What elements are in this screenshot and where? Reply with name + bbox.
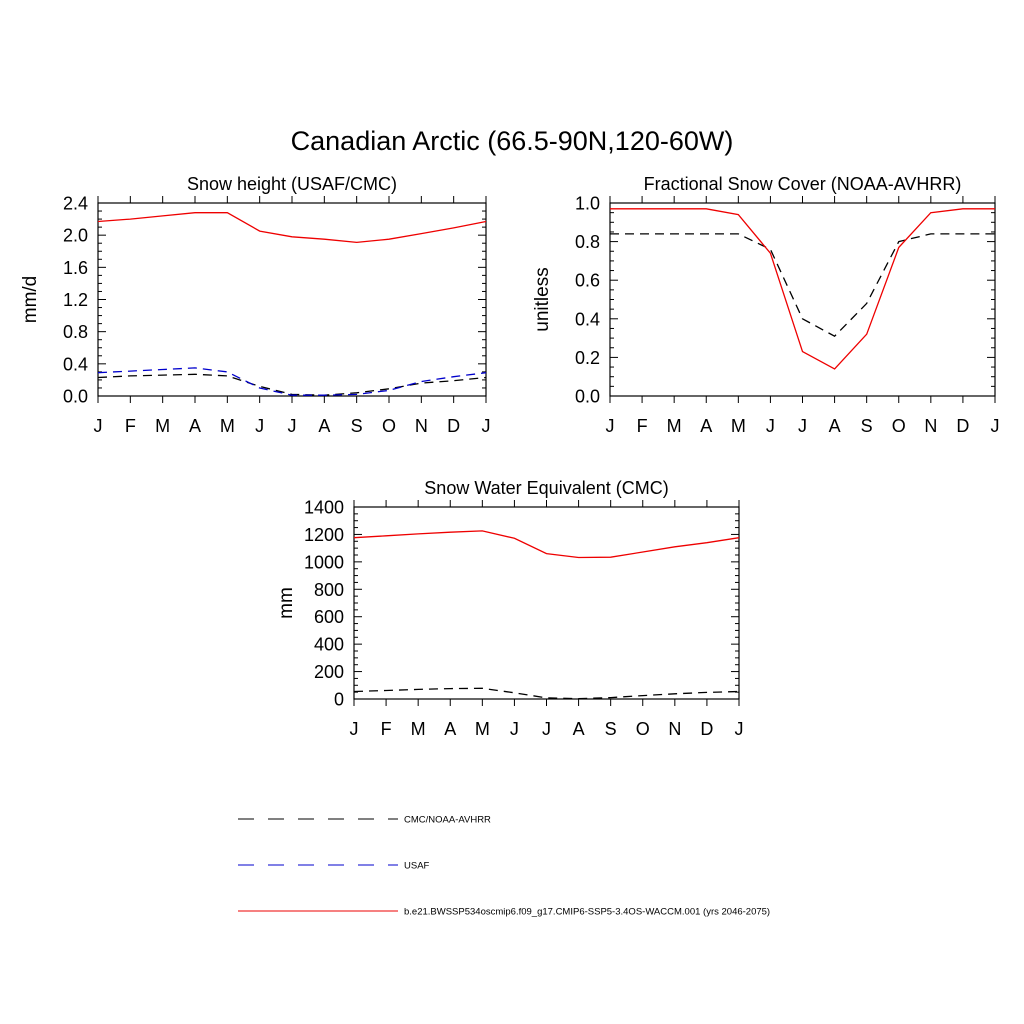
x-tick-label: D bbox=[447, 416, 460, 436]
series-line-2 bbox=[353, 530, 740, 559]
figure-title: Canadian Arctic (66.5-90N,120-60W) bbox=[291, 126, 734, 156]
panels: Snow height (USAF/CMC) mm/d 0.0 0.4 0.8 1.2 1.… bbox=[20, 174, 1000, 739]
x-tick-label: M bbox=[667, 416, 682, 436]
x-tick-label: N bbox=[415, 416, 428, 436]
y-tick-label: 1.2 bbox=[63, 290, 88, 310]
x-tick-label: A bbox=[444, 719, 456, 739]
x-tick-label: A bbox=[829, 416, 841, 436]
series-line-1 bbox=[97, 373, 487, 396]
legend-item: USAF bbox=[238, 861, 430, 872]
x-tick-label: O bbox=[892, 416, 906, 436]
panel-title: Snow Water Equivalent (CMC) bbox=[424, 478, 668, 498]
panel-title: Snow height (USAF/CMC) bbox=[187, 174, 397, 194]
y-axis-label: mm/d bbox=[20, 276, 41, 324]
x-tick-label: A bbox=[318, 416, 330, 436]
y-tick-label: 0.4 bbox=[63, 354, 88, 374]
x-tick-label: J bbox=[542, 719, 551, 739]
plot-frame bbox=[609, 202, 996, 397]
y-tick-label: 0.4 bbox=[575, 309, 600, 329]
y-tick-label: 2.4 bbox=[63, 194, 88, 214]
x-tick-label: D bbox=[700, 719, 713, 739]
x-tick-label: F bbox=[125, 416, 136, 436]
y-tick-label: 0.8 bbox=[63, 322, 88, 342]
x-tick-label: M bbox=[731, 416, 746, 436]
x-tick-label: S bbox=[605, 719, 617, 739]
y-tick-label: 1000 bbox=[304, 552, 344, 572]
x-tick-label: S bbox=[351, 416, 363, 436]
y-axis-label: unitless bbox=[532, 267, 553, 331]
x-tick-label: A bbox=[573, 719, 585, 739]
legend-label: CMC/NOAA-AVHRR bbox=[404, 815, 491, 826]
y-axis-label: mm bbox=[276, 587, 297, 619]
x-tick-label: J bbox=[255, 416, 264, 436]
plot-frame bbox=[353, 506, 740, 700]
x-tick-label: A bbox=[189, 416, 201, 436]
x-tick-label: M bbox=[155, 416, 170, 436]
series-line-2 bbox=[610, 208, 995, 370]
x-tick-label: J bbox=[510, 719, 519, 739]
y-tick-label: 1400 bbox=[304, 498, 344, 518]
legend-item: CMC/NOAA-AVHRR bbox=[238, 815, 491, 826]
x-tick-label: S bbox=[861, 416, 873, 436]
chart-panel-3: Snow Water Equivalent (CMC) mm 0 200 400 600 8… bbox=[276, 478, 744, 739]
series-line-1 bbox=[610, 233, 995, 338]
x-tick-label: A bbox=[700, 416, 712, 436]
y-tick-label: 600 bbox=[314, 607, 344, 627]
x-tick-label: N bbox=[924, 416, 937, 436]
chart-panel-2: Fractional Snow Cover (NOAA-AVHRR) unitle… bbox=[532, 174, 1000, 436]
y-tick-label: 0 bbox=[334, 690, 344, 710]
x-tick-label: N bbox=[668, 719, 681, 739]
series-line-1 bbox=[353, 687, 740, 700]
y-tick-label: 1.0 bbox=[575, 194, 600, 214]
x-tick-label: J bbox=[482, 416, 491, 436]
y-tick-label: 400 bbox=[314, 635, 344, 655]
y-tick-label: 800 bbox=[314, 580, 344, 600]
y-tick-label: 1.6 bbox=[63, 258, 88, 278]
x-tick-label: J bbox=[350, 719, 359, 739]
y-tick-label: 200 bbox=[314, 662, 344, 682]
series-line-2 bbox=[97, 367, 487, 396]
x-tick-label: M bbox=[411, 719, 426, 739]
y-tick-label: 2.0 bbox=[63, 226, 88, 246]
x-tick-label: J bbox=[766, 416, 775, 436]
y-tick-label: 0.2 bbox=[575, 348, 600, 368]
legend-label: b.e21.BWSSP534oscmip6.f09_g17.CMIP6-SSP5… bbox=[404, 907, 770, 918]
legend-item: b.e21.BWSSP534oscmip6.f09_g17.CMIP6-SSP5… bbox=[238, 907, 770, 918]
x-tick-label: O bbox=[636, 719, 650, 739]
x-tick-label: J bbox=[798, 416, 807, 436]
y-tick-label: 1200 bbox=[304, 525, 344, 545]
x-tick-label: F bbox=[637, 416, 648, 436]
legend: CMC/NOAA-AVHRR USAF b.e21.BWSSP534oscmip6.… bbox=[238, 815, 770, 918]
y-tick-label: 0.0 bbox=[575, 387, 600, 407]
x-tick-label: O bbox=[382, 416, 396, 436]
x-tick-label: F bbox=[381, 719, 392, 739]
legend-label: USAF bbox=[404, 861, 430, 872]
y-tick-label: 0.0 bbox=[63, 387, 88, 407]
x-tick-label: J bbox=[94, 416, 103, 436]
series-line-3 bbox=[97, 212, 487, 244]
x-tick-label: D bbox=[956, 416, 969, 436]
x-tick-label: M bbox=[220, 416, 235, 436]
panel-title: Fractional Snow Cover (NOAA-AVHRR) bbox=[644, 174, 962, 194]
y-tick-label: 0.8 bbox=[575, 232, 600, 252]
x-tick-label: J bbox=[606, 416, 615, 436]
chart-panel-1: Snow height (USAF/CMC) mm/d 0.0 0.4 0.8 1.2 1.… bbox=[20, 174, 491, 436]
y-tick-label: 0.6 bbox=[575, 271, 600, 291]
x-tick-label: J bbox=[991, 416, 1000, 436]
x-tick-label: M bbox=[475, 719, 490, 739]
x-tick-label: J bbox=[735, 719, 744, 739]
x-tick-label: J bbox=[288, 416, 297, 436]
